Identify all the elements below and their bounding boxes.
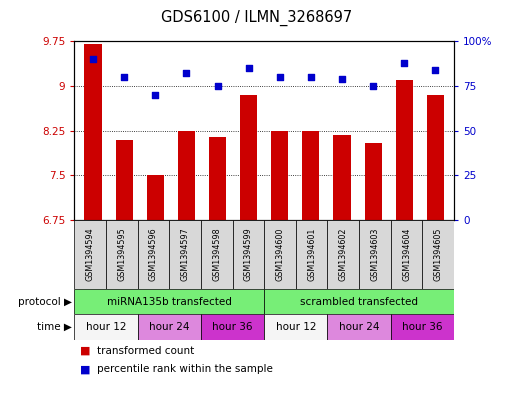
- Text: hour 12: hour 12: [86, 322, 126, 332]
- Bar: [74, 289, 264, 314]
- Bar: [391, 220, 422, 289]
- Text: GSM1394600: GSM1394600: [275, 228, 285, 281]
- Bar: [264, 289, 454, 314]
- Bar: [391, 314, 454, 340]
- Text: GDS6100 / ILMN_3268697: GDS6100 / ILMN_3268697: [161, 9, 352, 26]
- Text: hour 12: hour 12: [275, 322, 316, 332]
- Point: [245, 65, 253, 71]
- Point: [400, 60, 408, 66]
- Text: GSM1394599: GSM1394599: [244, 228, 253, 281]
- Bar: [427, 95, 444, 220]
- Text: scrambled transfected: scrambled transfected: [300, 297, 418, 307]
- Bar: [115, 140, 133, 220]
- Text: GSM1394596: GSM1394596: [149, 228, 158, 281]
- Point: [120, 74, 128, 80]
- Point: [369, 83, 377, 89]
- Text: hour 36: hour 36: [402, 322, 443, 332]
- Text: GSM1394598: GSM1394598: [212, 228, 221, 281]
- Point: [89, 56, 97, 62]
- Text: GSM1394604: GSM1394604: [402, 228, 411, 281]
- Bar: [422, 220, 454, 289]
- Text: hour 24: hour 24: [149, 322, 189, 332]
- Bar: [74, 220, 106, 289]
- Text: GSM1394603: GSM1394603: [370, 228, 380, 281]
- Bar: [147, 175, 164, 220]
- Text: hour 36: hour 36: [212, 322, 253, 332]
- Bar: [271, 130, 288, 220]
- Bar: [359, 220, 391, 289]
- Bar: [264, 220, 296, 289]
- Text: GSM1394597: GSM1394597: [181, 228, 190, 281]
- Bar: [137, 220, 169, 289]
- Text: hour 24: hour 24: [339, 322, 379, 332]
- Text: GSM1394595: GSM1394595: [117, 228, 126, 281]
- Bar: [178, 130, 195, 220]
- Point: [151, 92, 160, 98]
- Text: transformed count: transformed count: [97, 346, 195, 356]
- Bar: [169, 220, 201, 289]
- Text: GSM1394601: GSM1394601: [307, 228, 316, 281]
- Bar: [106, 220, 137, 289]
- Point: [307, 74, 315, 80]
- Bar: [201, 314, 264, 340]
- Bar: [209, 137, 226, 220]
- Bar: [74, 314, 137, 340]
- Point: [275, 74, 284, 80]
- Bar: [302, 130, 320, 220]
- Bar: [232, 220, 264, 289]
- Text: GSM1394605: GSM1394605: [433, 228, 443, 281]
- Text: time ▶: time ▶: [37, 322, 72, 332]
- Bar: [85, 44, 102, 220]
- Bar: [264, 314, 327, 340]
- Point: [431, 67, 440, 73]
- Point: [182, 70, 190, 77]
- Text: GSM1394602: GSM1394602: [339, 228, 348, 281]
- Text: ■: ■: [80, 364, 90, 375]
- Text: protocol ▶: protocol ▶: [18, 297, 72, 307]
- Bar: [396, 80, 413, 220]
- Text: ■: ■: [80, 346, 90, 356]
- Text: GSM1394594: GSM1394594: [86, 228, 95, 281]
- Bar: [296, 220, 327, 289]
- Bar: [365, 143, 382, 220]
- Bar: [240, 95, 257, 220]
- Bar: [333, 135, 350, 220]
- Text: miRNA135b transfected: miRNA135b transfected: [107, 297, 232, 307]
- Text: percentile rank within the sample: percentile rank within the sample: [97, 364, 273, 375]
- Bar: [327, 314, 391, 340]
- Bar: [327, 220, 359, 289]
- Bar: [201, 220, 232, 289]
- Point: [338, 76, 346, 82]
- Point: [213, 83, 222, 89]
- Bar: [137, 314, 201, 340]
